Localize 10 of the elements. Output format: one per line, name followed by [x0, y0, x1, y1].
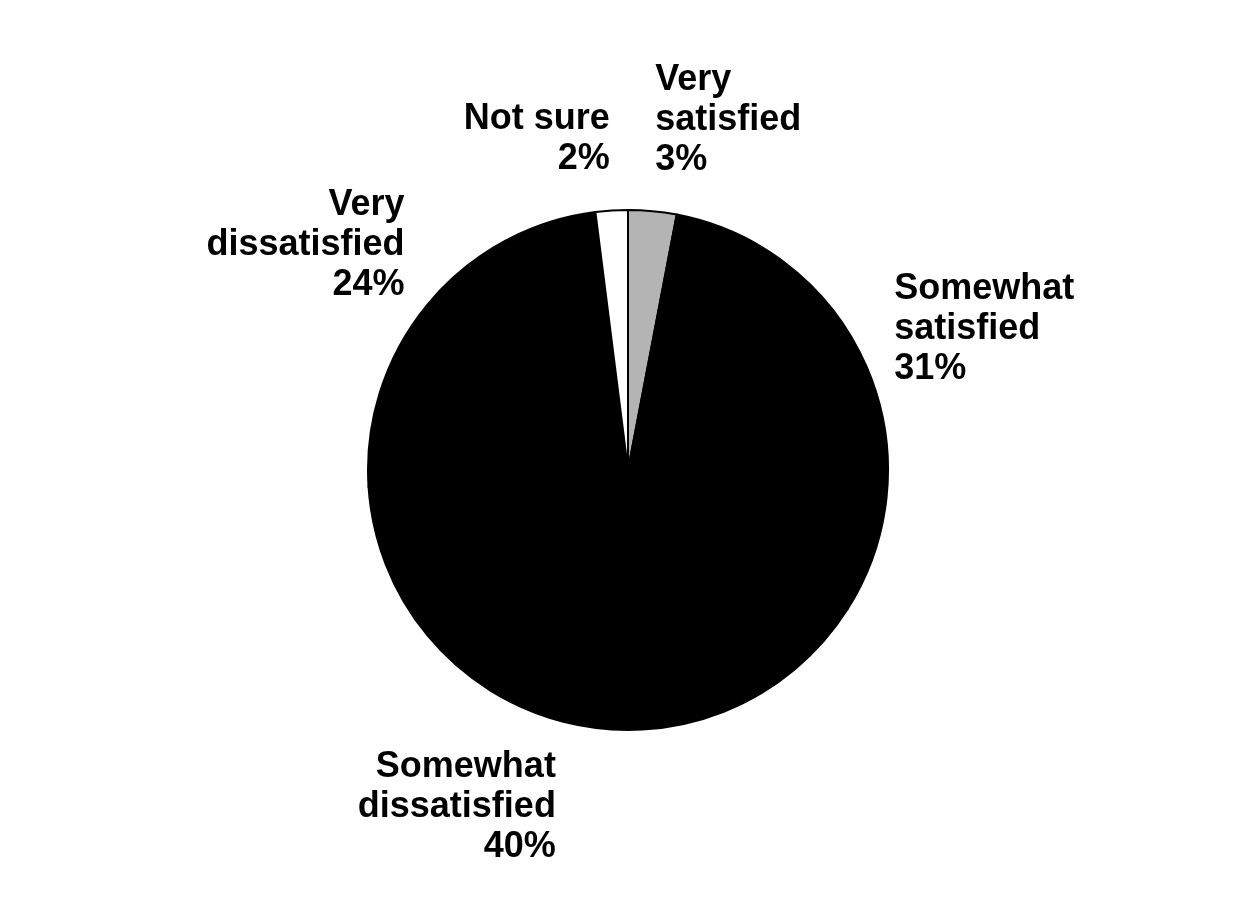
data-label: 40% — [483, 824, 556, 865]
slice-label: Very dissatisfied — [206, 181, 405, 263]
data-label: 3% — [655, 136, 708, 178]
slice-label: Not sure — [463, 95, 610, 137]
data-label: 24% — [332, 261, 405, 303]
data-label: 31% — [894, 346, 967, 387]
slice-label: Somewhat dissatisfied — [357, 744, 556, 825]
slice-label: Very satisfied — [655, 56, 802, 138]
data-label: 2% — [557, 135, 610, 177]
slice-label: Somewhat satisfied — [894, 266, 1075, 347]
